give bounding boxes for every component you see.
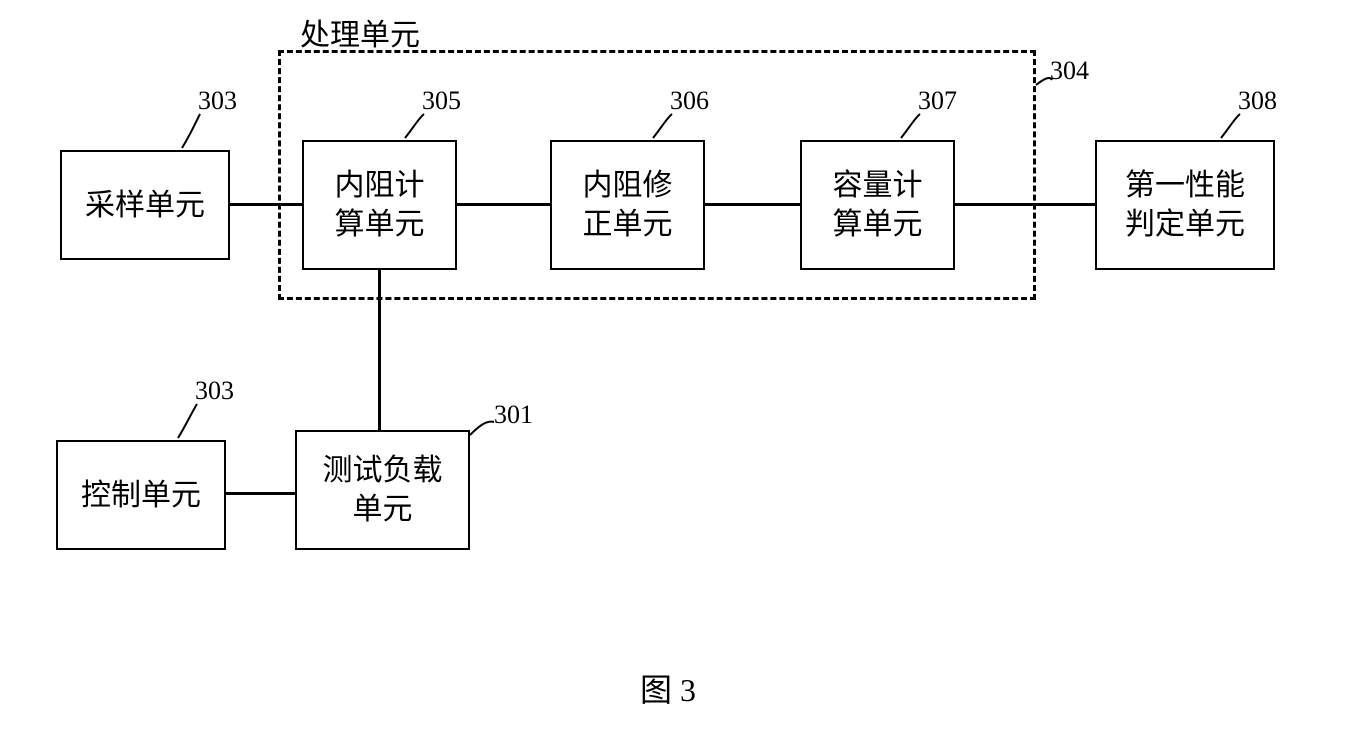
ref-301: 301 xyxy=(494,400,533,430)
ref-308: 308 xyxy=(1238,86,1277,116)
resistance-corr-box: 内阻修 正单元 xyxy=(550,140,705,270)
figure-caption: 图 3 xyxy=(640,665,696,711)
connector-line xyxy=(230,203,302,206)
leader-line xyxy=(1221,114,1240,138)
ref-303b: 303 xyxy=(195,376,234,406)
connector-line xyxy=(226,492,295,495)
connector-line xyxy=(378,270,381,430)
perf-judge-text: 第一性能 判定单元 xyxy=(1125,166,1245,244)
test-load-text: 测试负载 单元 xyxy=(323,451,443,529)
perf-judge-box: 第一性能 判定单元 xyxy=(1095,140,1275,270)
sampling-unit-box: 采样单元 xyxy=(60,150,230,260)
resistance-calc-text: 内阻计 算单元 xyxy=(335,166,425,244)
capacity-calc-box: 容量计 算单元 xyxy=(800,140,955,270)
ref-305: 305 xyxy=(422,86,461,116)
resistance-corr-text: 内阻修 正单元 xyxy=(583,166,673,244)
processing-unit-label: 处理单元 xyxy=(300,10,420,54)
ref-303a: 303 xyxy=(198,86,237,116)
ref-307: 307 xyxy=(918,86,957,116)
processing-unit-text: 处理单元 xyxy=(300,19,420,52)
test-load-box: 测试负载 单元 xyxy=(295,430,470,550)
connector-line xyxy=(457,203,550,206)
leader-line xyxy=(182,114,200,148)
connector-line xyxy=(955,203,1095,206)
ref-304: 304 xyxy=(1050,56,1089,86)
leader-line xyxy=(178,404,197,438)
control-unit-text: 控制单元 xyxy=(81,476,201,515)
control-unit-box: 控制单元 xyxy=(56,440,226,550)
sampling-unit-text: 采样单元 xyxy=(85,186,205,225)
leader-line xyxy=(470,422,494,435)
ref-306: 306 xyxy=(670,86,709,116)
capacity-calc-text: 容量计 算单元 xyxy=(833,166,923,244)
resistance-calc-box: 内阻计 算单元 xyxy=(302,140,457,270)
connector-line xyxy=(705,203,800,206)
